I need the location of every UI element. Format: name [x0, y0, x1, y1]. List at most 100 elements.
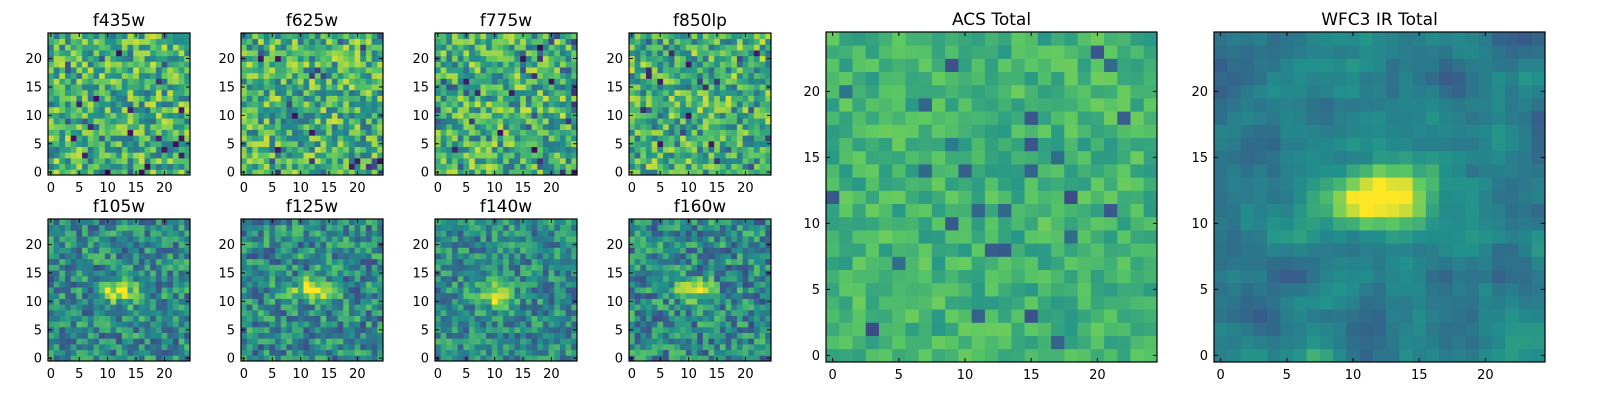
heatmap-cell: [178, 157, 185, 165]
heatmap-cell: [435, 67, 442, 74]
heatmap-cell: [542, 89, 549, 96]
heatmap-cell: [104, 292, 111, 299]
x-tick-label: 0: [434, 181, 442, 196]
heatmap-cell: [634, 332, 641, 339]
heatmap-cell: [110, 106, 117, 113]
heatmap-cell: [138, 146, 145, 153]
heatmap-cell: [565, 55, 572, 62]
heatmap-cell: [127, 50, 134, 57]
heatmap-cell: [554, 258, 561, 265]
heatmap-cell: [759, 95, 766, 102]
heatmap-cell: [514, 224, 521, 231]
heatmap-cell: [303, 270, 310, 277]
heatmap-cell: [326, 224, 333, 231]
heatmap-cell: [446, 129, 453, 136]
heatmap-cell: [736, 112, 743, 119]
heatmap-cell: [99, 343, 106, 351]
heatmap-cell: [542, 95, 549, 102]
heatmap-cell: [674, 140, 681, 147]
heatmap-cell: [520, 275, 527, 282]
heatmap-cell: [520, 129, 527, 136]
heatmap-cell: [104, 270, 111, 277]
heatmap-cell: [48, 304, 55, 311]
heatmap-cell: [736, 304, 743, 311]
heatmap-cell: [82, 163, 89, 170]
heatmap-cell: [691, 343, 698, 351]
heatmap-cell: [646, 95, 653, 102]
heatmap-cell: [525, 230, 532, 237]
heatmap-cell: [343, 287, 350, 294]
heatmap-cell: [138, 118, 145, 125]
heatmap-cell: [297, 44, 304, 51]
heatmap-cell: [491, 253, 498, 260]
heatmap-cell: [263, 224, 270, 231]
heatmap-cell: [503, 326, 510, 333]
heatmap-cell: [748, 146, 755, 153]
heatmap-cell: [275, 343, 282, 351]
heatmap-cell: [446, 169, 453, 176]
heatmap-cell: [331, 304, 338, 311]
heatmap-cell: [463, 253, 470, 260]
heatmap-cell: [486, 163, 493, 170]
heatmap-cell: [138, 270, 145, 277]
heatmap-cell: [629, 152, 636, 159]
heatmap-cell: [127, 281, 134, 288]
heatmap-cell: [559, 343, 567, 351]
heatmap-cell: [116, 33, 123, 40]
heatmap-cell: [742, 89, 749, 96]
heatmap-cell: [646, 304, 653, 311]
heatmap-cell: [469, 169, 476, 176]
heatmap-cell: [457, 270, 464, 277]
heatmap-cell: [292, 309, 299, 316]
heatmap-cell: [486, 112, 493, 119]
heatmap-cell: [452, 152, 459, 159]
heatmap-cell: [685, 152, 692, 159]
heatmap-cell: [719, 169, 726, 176]
heatmap-cell: [514, 140, 521, 147]
heatmap-cell: [59, 343, 66, 351]
heatmap-cell: [303, 343, 310, 351]
heatmap-cell: [286, 169, 293, 176]
heatmap-cell: [280, 146, 287, 153]
heatmap-cell: [736, 135, 743, 142]
x-tick-label: 0: [47, 367, 55, 382]
heatmap-cell: [70, 247, 77, 254]
heatmap-cell: [685, 281, 692, 288]
y-tick-label: 20: [218, 238, 235, 253]
heatmap-cell: [554, 349, 561, 356]
heatmap-cell: [697, 332, 704, 339]
heatmap-cell: [565, 304, 572, 311]
heatmap-cell: [491, 343, 498, 351]
heatmap-cell: [520, 118, 527, 125]
heatmap-cell: [531, 50, 538, 57]
heatmap-cell: [331, 33, 338, 40]
heatmap-cell: [286, 219, 293, 226]
heatmap-cell: [104, 55, 111, 62]
heatmap-cell: [121, 219, 128, 226]
heatmap-cell: [548, 343, 555, 351]
heatmap-cell: [99, 321, 106, 328]
heatmap-cell: [503, 343, 510, 351]
heatmap-cell: [104, 89, 111, 96]
heatmap-cell: [269, 270, 276, 277]
heatmap-cell: [354, 281, 361, 288]
heatmap-cell: [508, 315, 515, 322]
heatmap-cell: [275, 61, 282, 68]
heatmap-cell: [331, 112, 338, 119]
heatmap-cell: [269, 292, 276, 299]
heatmap-cell: [531, 72, 538, 79]
heatmap-cell: [331, 95, 338, 102]
y-tick-label: 5: [227, 323, 235, 338]
heatmap-cell: [520, 241, 527, 248]
heatmap-cell: [435, 275, 442, 282]
heatmap-cell: [155, 44, 162, 51]
heatmap-cell: [93, 258, 100, 265]
heatmap-cell: [116, 112, 123, 119]
heatmap-cell: [725, 67, 732, 74]
heatmap-cell: [354, 78, 361, 85]
heatmap-cell: [127, 112, 134, 119]
x-tick-label: 10: [292, 181, 309, 196]
heatmap-cell: [348, 44, 355, 51]
heatmap-cell: [309, 247, 316, 254]
heatmap-cell: [252, 236, 259, 243]
